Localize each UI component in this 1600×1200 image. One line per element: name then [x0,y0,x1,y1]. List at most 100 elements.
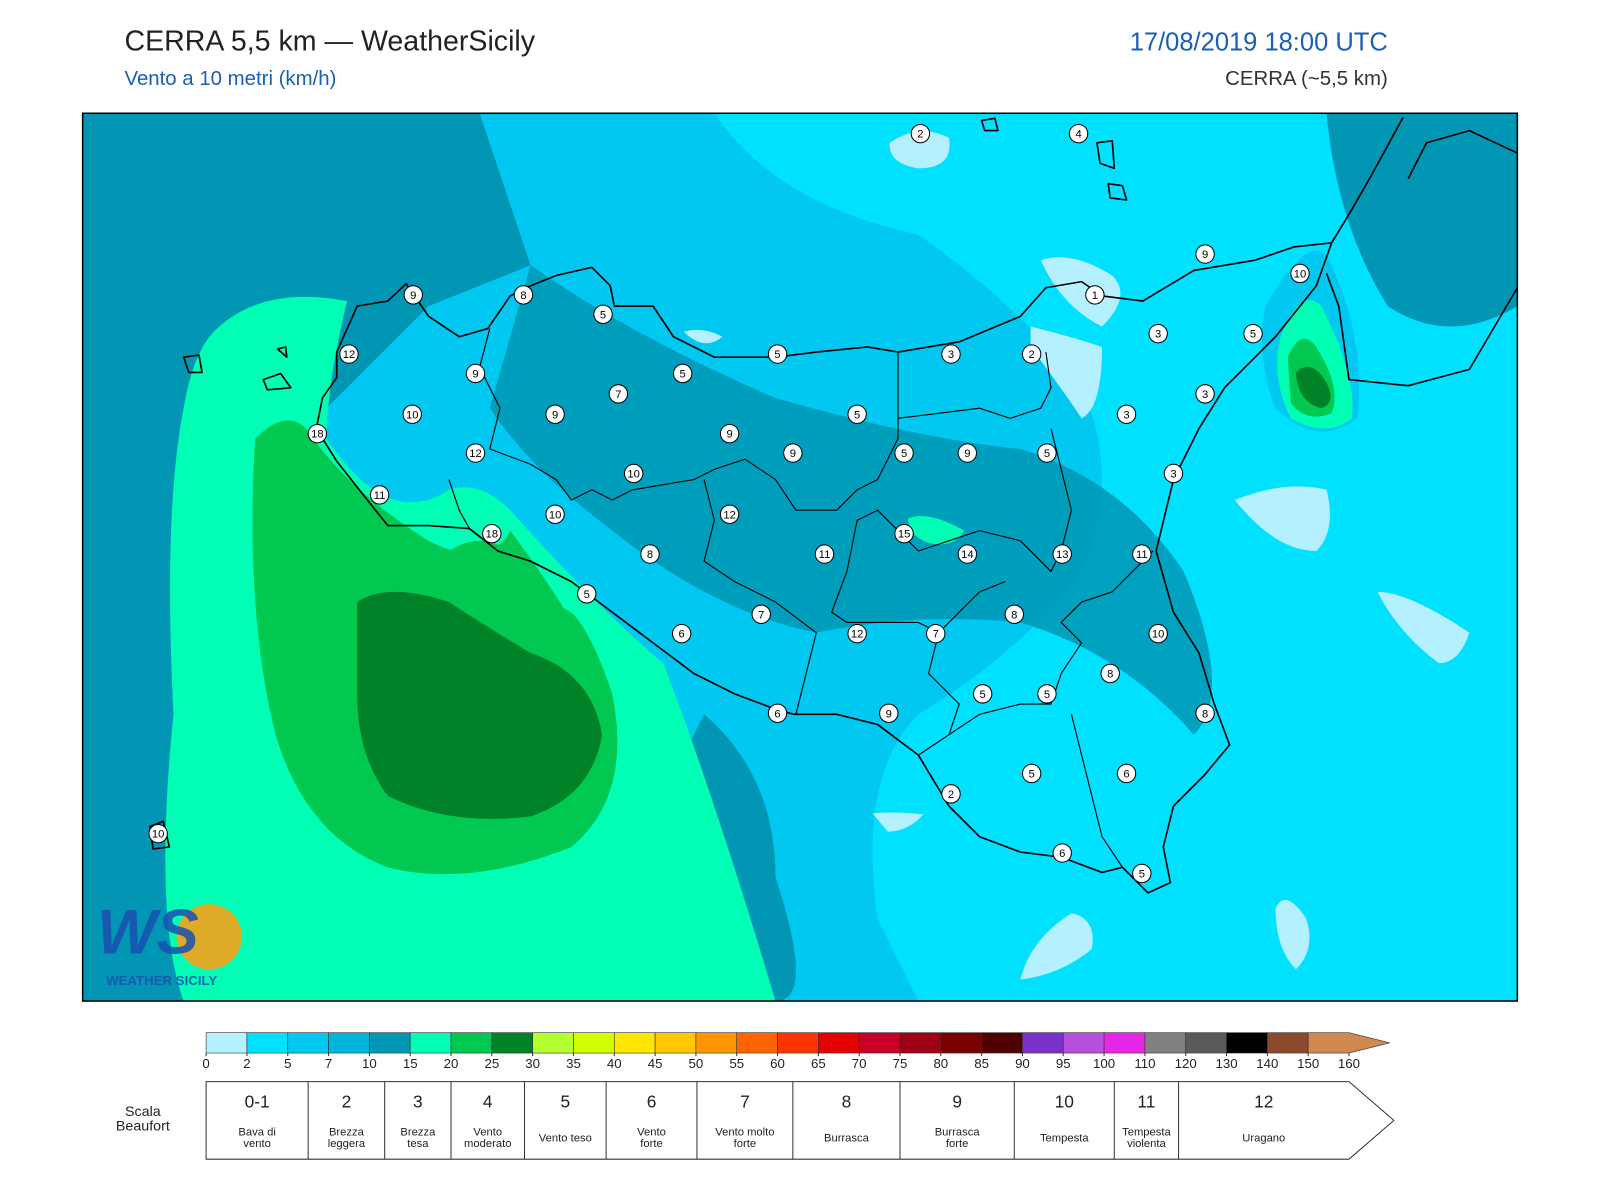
station-value: 7 [615,389,621,401]
station-value: 8 [1011,609,1017,621]
beaufort-force: 0-1 [245,1092,270,1112]
colorbar-tick-label: 30 [525,1056,540,1071]
colorbar-segment [450,1032,493,1054]
station-marker [719,423,740,444]
station-marker [1195,244,1215,264]
colorbar-tick-label: 0 [202,1056,209,1071]
station-marker [1037,443,1057,463]
station-value: 5 [1250,329,1256,341]
colorbar: 0 2 5 7 10 15 20 25 30 35 40 45 50 55 60 65 70 75 80 85 90 95… [202,1032,1390,1071]
station-marker [465,443,486,463]
station-value: 5 [1139,868,1145,880]
map-model: CERRA (~5,5 km) [1225,68,1388,90]
station-value: 5 [680,368,686,380]
station-marker [1290,263,1310,284]
station-marker [545,504,565,524]
colorbar-tick-label: 85 [974,1056,989,1071]
colorbar-segment [409,1032,452,1054]
colorbar-tick-label: 7 [325,1056,332,1071]
beaufort-label: Scala [125,1104,161,1120]
station-marker [1085,285,1105,305]
beaufort-force: 8 [842,1092,852,1112]
station-value: 7 [933,629,939,641]
colorbar-segment [777,1032,819,1054]
station-marker [339,344,359,364]
station-value: 9 [790,448,796,460]
station-marker [751,604,771,624]
station-value: 10 [627,468,639,480]
station-value: 9 [410,290,416,302]
beaufort-label: Beaufort [116,1118,170,1134]
station-value: 18 [486,529,498,541]
station-value: 2 [1029,349,1035,361]
beaufort-description: Brezza [329,1127,365,1139]
beaufort-description: Vento [473,1127,502,1139]
station-value: 13 [1056,549,1068,561]
station-value: 5 [600,309,606,321]
colorbar-tick-label: 35 [566,1056,581,1071]
colorbar-segment [491,1032,533,1054]
station-value: 6 [1059,848,1065,860]
beaufort-description: forte [734,1138,756,1150]
colorbar-tick-label: 110 [1134,1056,1155,1071]
beaufort-force: 7 [740,1092,750,1112]
station-value: 8 [647,549,653,561]
station-marker [482,523,502,544]
colorbar-tick-label: 15 [403,1056,418,1071]
beaufort-force: 9 [952,1092,962,1112]
station-value: 4 [1075,129,1081,141]
station-marker [783,443,803,463]
beaufort-description: Uragano [1242,1133,1285,1145]
station-value: 10 [1294,268,1306,280]
station-value: 3 [1202,389,1208,401]
station-value: 5 [1044,448,1050,460]
colorbar-segment [899,1032,942,1054]
beaufort-force: 4 [483,1092,493,1112]
station-value: 12 [469,448,481,460]
colorbar-segment [940,1032,982,1054]
station-marker [1132,863,1152,884]
station-value: 11 [819,549,831,561]
colorbar-segment [205,1032,248,1054]
station-value: 15 [898,529,910,541]
colorbar-tick-label: 70 [852,1056,867,1071]
station-value: 5 [901,448,907,460]
station-marker [957,443,978,463]
map-frame [81,112,1519,1002]
station-value: 11 [1136,549,1148,561]
colorbar-tick-label: 25 [484,1056,499,1071]
station-marker [941,344,961,364]
colorbar-segment [654,1032,697,1054]
colorbar-tick-label: 20 [444,1056,459,1071]
colorbar-tick-label: 50 [689,1056,704,1071]
colorbar-tick-label: 95 [1056,1056,1071,1071]
station-marker [719,504,740,524]
beaufort-force: 3 [413,1092,423,1112]
colorbar-segment [858,1032,901,1054]
station-marker [640,544,660,564]
station-marker [671,623,692,644]
station-value: 10 [406,409,418,421]
colorbar-segment [573,1032,615,1054]
station-value: 10 [549,509,561,521]
station-value: 5 [854,409,860,421]
station-value: 9 [1202,249,1208,261]
map-datetime: 17/08/2019 18:00 UTC [1130,29,1388,57]
beaufort-description: Burrasca [824,1133,870,1145]
station-value: 6 [679,629,685,641]
station-value: 12 [723,509,735,521]
station-marker [1052,843,1072,863]
province-borders [448,328,1154,868]
station-marker [1195,703,1215,723]
station-marker [1100,663,1120,684]
station-value: 1 [1092,290,1098,302]
colorbar-tick-label: 65 [811,1056,826,1071]
station-value: 6 [1123,768,1129,780]
station-marker [941,784,961,804]
beaufort-description: leggera [328,1138,366,1150]
station-marker [1037,684,1057,704]
station-marker [307,423,328,444]
station-marker [577,584,597,604]
